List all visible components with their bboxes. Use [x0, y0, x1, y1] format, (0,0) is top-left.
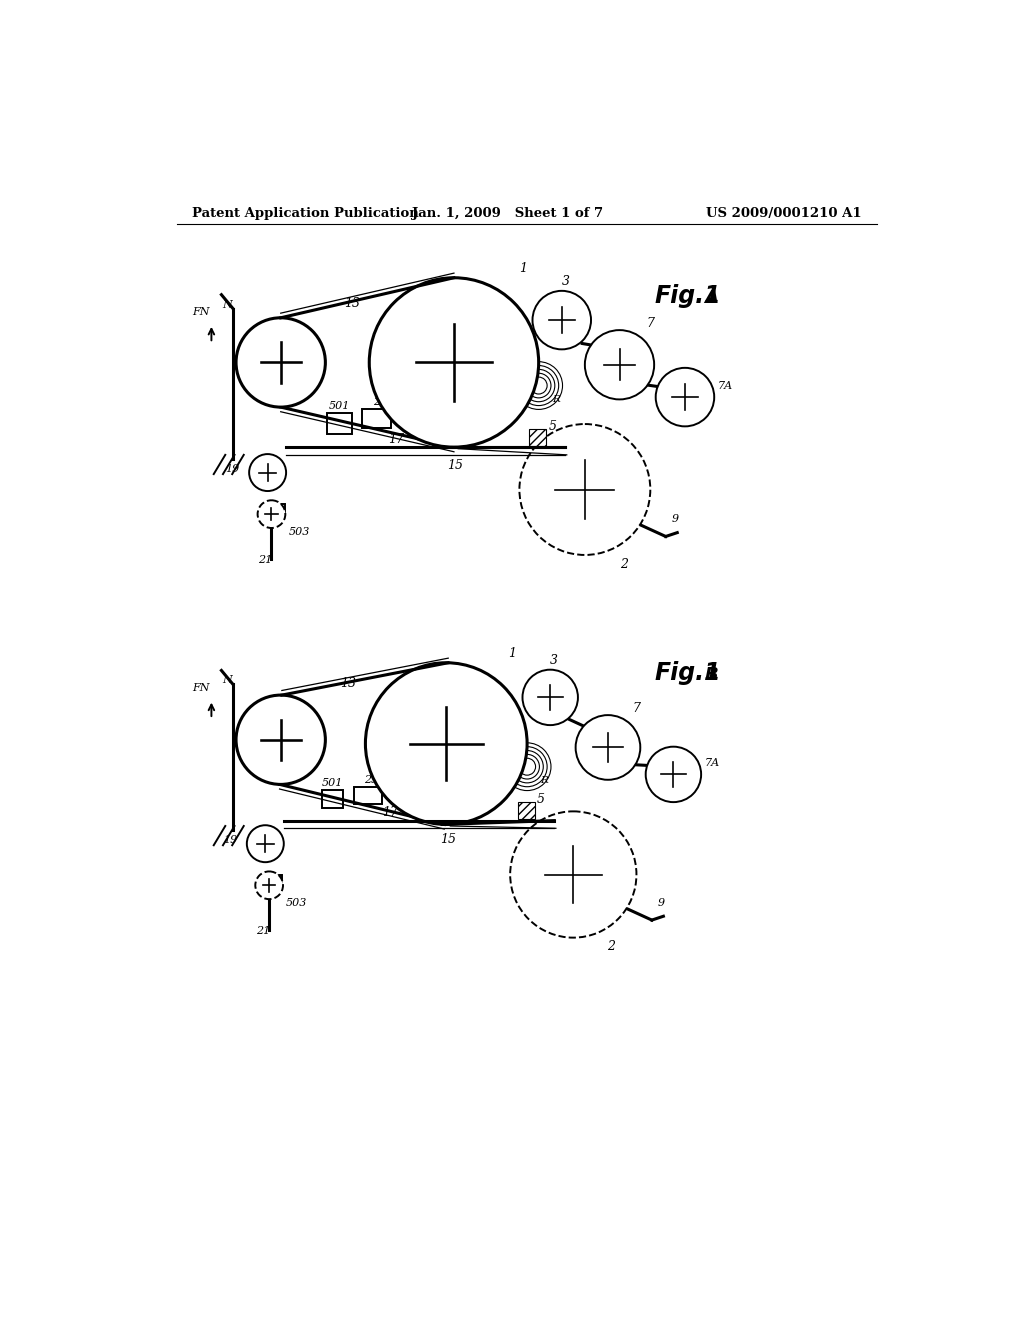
Text: 7A: 7A [705, 758, 720, 768]
Text: 2: 2 [607, 940, 615, 953]
Text: 23: 23 [373, 397, 387, 408]
Circle shape [585, 330, 654, 400]
Text: N: N [222, 300, 231, 310]
Text: 11: 11 [289, 726, 303, 735]
Text: FN: FN [193, 308, 210, 317]
Text: 21: 21 [256, 927, 270, 936]
Circle shape [237, 318, 326, 407]
Bar [267, 504, 285, 516]
Text: 5: 5 [537, 793, 545, 807]
Circle shape [646, 747, 701, 803]
Text: P: P [242, 372, 249, 380]
Text: 2: 2 [621, 557, 628, 570]
Text: 23: 23 [365, 775, 379, 785]
Circle shape [519, 424, 650, 554]
Text: P: P [242, 750, 249, 758]
Text: 5: 5 [549, 420, 556, 433]
Text: 11: 11 [289, 348, 303, 358]
Circle shape [258, 500, 286, 528]
Bar [354, 787, 382, 804]
Circle shape [522, 669, 578, 725]
Text: 503: 503 [286, 898, 307, 908]
Text: 3: 3 [550, 653, 558, 667]
Circle shape [370, 277, 539, 447]
Text: 9: 9 [658, 898, 666, 908]
Text: 501: 501 [322, 777, 343, 788]
Text: 3: 3 [561, 275, 569, 288]
Text: 9: 9 [672, 513, 679, 524]
Bar [265, 875, 283, 887]
Text: 13: 13 [340, 677, 356, 689]
Circle shape [255, 871, 283, 899]
Text: US 2009/0001210 A1: US 2009/0001210 A1 [707, 207, 862, 220]
Text: A1: A1 [514, 752, 528, 762]
Text: A1: A1 [525, 372, 540, 380]
Text: 19: 19 [225, 463, 240, 474]
Text: Jan. 1, 2009   Sheet 1 of 7: Jan. 1, 2009 Sheet 1 of 7 [413, 207, 603, 220]
Bar [361, 409, 391, 428]
Bar [518, 803, 535, 818]
Circle shape [247, 825, 284, 862]
Text: 7A: 7A [718, 380, 733, 391]
Text: A2: A2 [271, 473, 286, 480]
Circle shape [575, 715, 640, 780]
Text: 501: 501 [329, 400, 350, 411]
Text: Patent Application Publication: Patent Application Publication [193, 207, 419, 220]
Circle shape [510, 812, 637, 937]
Circle shape [237, 696, 326, 784]
Text: 17: 17 [382, 807, 398, 820]
Text: 503: 503 [289, 527, 310, 537]
Circle shape [532, 290, 591, 350]
Bar [327, 412, 351, 434]
Text: 7: 7 [646, 317, 654, 330]
Text: R: R [540, 776, 548, 785]
Circle shape [655, 368, 714, 426]
Circle shape [249, 454, 286, 491]
Text: 19: 19 [223, 834, 238, 845]
Text: FN: FN [193, 684, 210, 693]
Text: R: R [552, 395, 559, 404]
Text: 17: 17 [388, 433, 404, 446]
Text: 15: 15 [447, 459, 463, 473]
Text: 1: 1 [519, 261, 527, 275]
Bar [322, 789, 343, 808]
Text: 1: 1 [508, 647, 516, 660]
Circle shape [366, 663, 527, 825]
Text: A2: A2 [269, 843, 284, 851]
Text: 21: 21 [258, 556, 272, 565]
Text: N: N [222, 676, 231, 685]
Text: 7: 7 [633, 702, 640, 715]
Text: B: B [705, 665, 718, 684]
Text: Fig.1: Fig.1 [654, 284, 721, 308]
Text: Fig.1: Fig.1 [654, 661, 721, 685]
Bar [529, 429, 547, 446]
Text: A: A [705, 289, 718, 306]
Text: 13: 13 [344, 297, 359, 310]
Text: 15: 15 [440, 833, 456, 846]
